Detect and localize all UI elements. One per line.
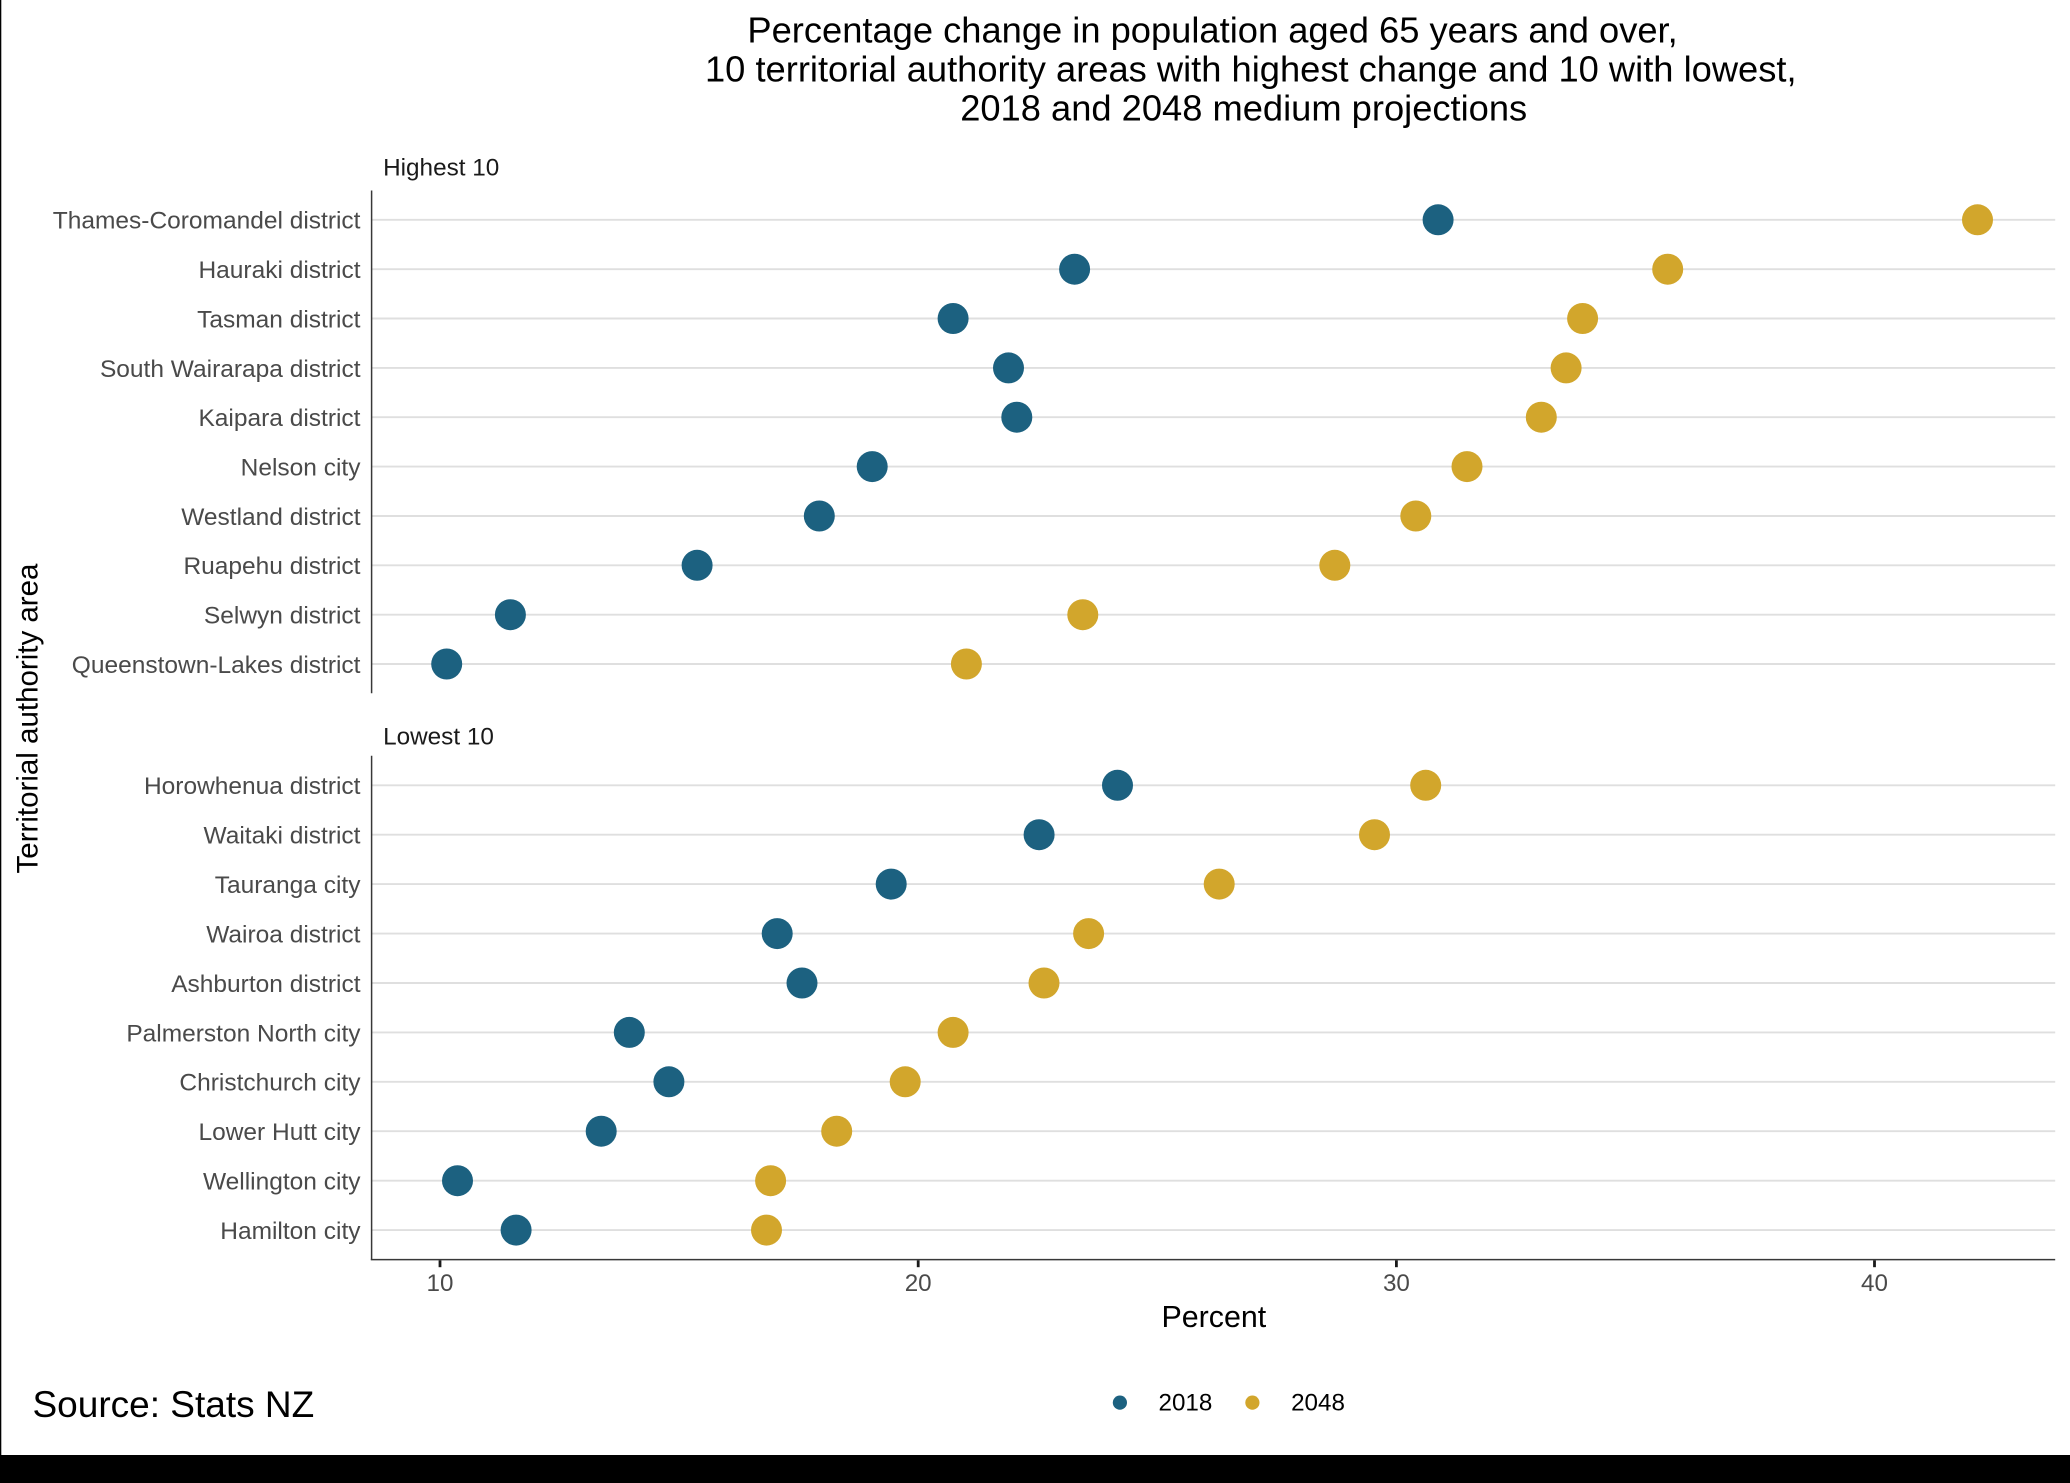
svg-text:South Wairarapa district: South Wairarapa district [100, 356, 361, 383]
svg-text:Territorial authority area: Territorial authority area [12, 563, 45, 873]
svg-text:Selwyn district: Selwyn district [204, 603, 361, 630]
svg-text:Nelson city: Nelson city [241, 455, 362, 482]
svg-text:Westland district: Westland district [181, 504, 360, 531]
svg-text:Percentage change in populatio: Percentage change in population aged 65 … [747, 9, 1677, 50]
svg-text:Ashburton district: Ashburton district [171, 971, 360, 998]
svg-text:Wellington city: Wellington city [203, 1169, 361, 1196]
svg-text:Percent: Percent [1162, 1300, 1267, 1334]
svg-text:Lowest 10: Lowest 10 [383, 724, 494, 751]
svg-text:Lower Hutt city: Lower Hutt city [198, 1119, 361, 1146]
svg-text:Kaipara district: Kaipara district [198, 405, 360, 432]
svg-text:Thames-Coromandel district: Thames-Coromandel district [53, 208, 361, 235]
svg-text:Tasman district: Tasman district [197, 306, 361, 333]
svg-text:20: 20 [905, 1270, 932, 1297]
svg-text:10 territorial authority areas: 10 territorial authority areas with high… [705, 49, 1797, 90]
svg-text:2018 and 2048 medium projectio: 2018 and 2048 medium projections [960, 88, 1527, 129]
svg-text:2048: 2048 [1291, 1389, 1345, 1416]
svg-text:Wairoa district: Wairoa district [206, 922, 360, 949]
svg-text:Tauranga city: Tauranga city [215, 872, 361, 899]
svg-text:Hauraki district: Hauraki district [198, 257, 360, 284]
svg-text:Source: Stats NZ: Source: Stats NZ [33, 1384, 315, 1425]
svg-text:Highest 10: Highest 10 [383, 154, 499, 181]
svg-text:30: 30 [1383, 1270, 1410, 1297]
svg-text:Ruapehu district: Ruapehu district [183, 553, 360, 580]
svg-text:Horowhenua district: Horowhenua district [144, 773, 361, 800]
svg-text:10: 10 [427, 1270, 454, 1297]
svg-text:Queenstown-Lakes district: Queenstown-Lakes district [72, 652, 361, 679]
svg-text:2018: 2018 [1159, 1389, 1213, 1416]
svg-text:Hamilton city: Hamilton city [220, 1218, 361, 1245]
svg-text:Christchurch city: Christchurch city [179, 1070, 361, 1097]
svg-text:40: 40 [1861, 1270, 1888, 1297]
svg-text:Palmerston North city: Palmerston North city [126, 1020, 361, 1047]
svg-text:Waitaki district: Waitaki district [203, 823, 360, 850]
